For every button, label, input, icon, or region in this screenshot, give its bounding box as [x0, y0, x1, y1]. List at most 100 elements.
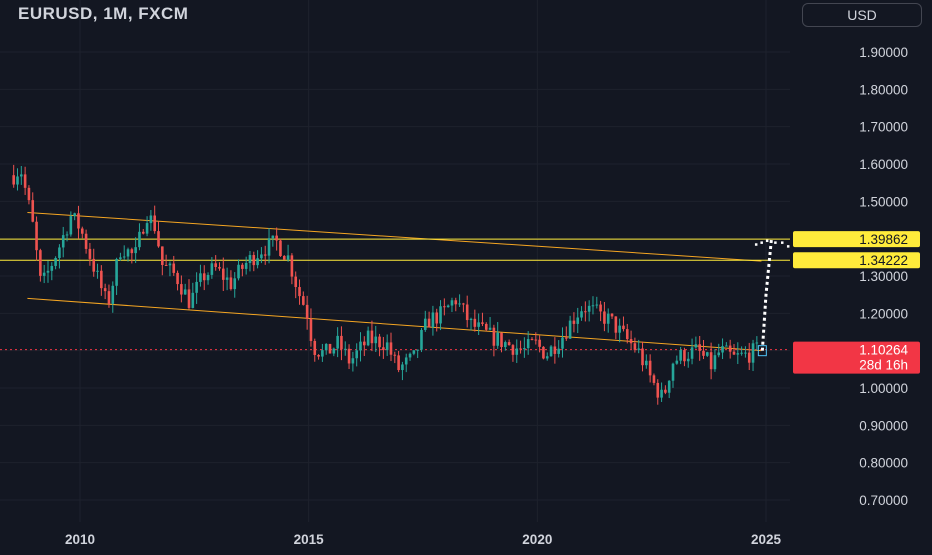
candle-body	[385, 342, 389, 350]
candle-body	[713, 355, 717, 370]
candle-body	[629, 339, 633, 344]
x-tick-label: 2015	[294, 532, 325, 547]
trendline	[27, 297, 762, 352]
candle-body	[16, 176, 19, 185]
candle-body	[256, 258, 259, 266]
candle-body	[397, 355, 400, 371]
trendlines[interactable]	[27, 212, 762, 352]
time-axis[interactable]: 2010 2015 2020 2025	[65, 532, 782, 547]
x-tick-label: 2010	[65, 532, 95, 547]
projection-start-marker	[757, 345, 767, 357]
horizontal-line-price-tag	[793, 231, 920, 248]
candle-body	[31, 200, 35, 222]
y-tick-label: 1.70000	[859, 120, 908, 135]
price-axis[interactable]: 1.900001.800001.700001.600001.500001.400…	[859, 45, 908, 508]
candle-body	[199, 273, 202, 282]
y-tick-label: 1.00000	[859, 381, 908, 396]
candle-body	[671, 363, 675, 381]
candle-body	[725, 345, 728, 347]
horizontal-lines[interactable]	[0, 238, 790, 351]
candle-body	[317, 354, 320, 357]
candle-body	[328, 343, 332, 354]
candle-body	[252, 255, 256, 266]
candle-body	[355, 350, 358, 359]
candle-body	[191, 292, 195, 308]
candle-body	[580, 311, 583, 318]
candle-body	[313, 340, 317, 355]
candle-body	[721, 346, 724, 353]
candle-body	[267, 238, 271, 256]
grid	[0, 0, 790, 522]
candle-body	[420, 329, 423, 350]
candle-body	[625, 329, 629, 340]
candle-body	[401, 364, 404, 371]
bar-countdown-label: 28d 16h	[859, 358, 908, 373]
candle-body	[576, 317, 580, 324]
candle-body	[679, 350, 682, 361]
candle-body	[46, 270, 50, 273]
candle-body	[378, 336, 381, 348]
candle-body	[134, 247, 137, 254]
candle-body	[618, 325, 621, 333]
candle-body	[374, 336, 378, 344]
candle-body	[416, 349, 419, 351]
candle-body	[740, 352, 743, 354]
candle-body	[23, 174, 27, 188]
candle-body	[164, 265, 168, 267]
candle-body	[526, 339, 530, 349]
candle-body	[610, 313, 614, 317]
candle-body	[39, 250, 42, 276]
candle-body	[572, 320, 576, 324]
candle-body	[542, 346, 545, 359]
candle-body	[183, 289, 187, 295]
candle-body	[553, 346, 557, 354]
candle-body	[404, 357, 408, 365]
current-price-label: 1.10264	[859, 343, 908, 358]
y-tick-label: 0.70000	[859, 493, 908, 508]
candle-body	[180, 284, 183, 295]
candle-body	[431, 312, 435, 328]
candle-body	[88, 248, 92, 259]
candle-body	[545, 356, 549, 359]
candle-body	[732, 351, 736, 355]
candle-body	[172, 263, 176, 273]
current-price-tag	[793, 341, 920, 374]
candle-body	[340, 335, 343, 350]
candle-body	[683, 350, 686, 362]
candle-body	[660, 389, 663, 398]
candle-body	[168, 263, 172, 266]
candle-body	[481, 322, 484, 324]
candle-body	[61, 235, 65, 248]
candle-body	[145, 223, 149, 234]
candle-body	[606, 313, 610, 324]
candle-body	[568, 320, 572, 339]
candle-body	[664, 389, 667, 393]
candle-body	[305, 304, 309, 319]
candle-body	[534, 339, 538, 341]
candle-body	[412, 350, 416, 354]
candle-body	[504, 342, 507, 348]
y-tick-label: 1.30000	[859, 269, 908, 284]
candle-body	[717, 352, 721, 356]
candle-body	[20, 174, 23, 177]
x-tick-label: 2020	[522, 532, 552, 547]
candle-body	[591, 305, 595, 307]
candle-body	[35, 221, 38, 251]
currency-button[interactable]: USD	[802, 3, 922, 27]
candle-body	[321, 350, 324, 357]
candle-body	[126, 249, 130, 257]
candle-body	[423, 318, 427, 330]
candle-body	[279, 240, 282, 257]
candle-body	[709, 352, 713, 370]
candle-body	[530, 339, 534, 341]
y-tick-label: 1.50000	[859, 194, 908, 209]
candles	[12, 164, 759, 405]
candle-body	[523, 348, 526, 350]
candle-body	[65, 234, 69, 236]
projection-dot	[760, 241, 763, 244]
candle-body	[450, 300, 454, 306]
candle-body	[728, 345, 732, 352]
projection	[754, 238, 790, 357]
